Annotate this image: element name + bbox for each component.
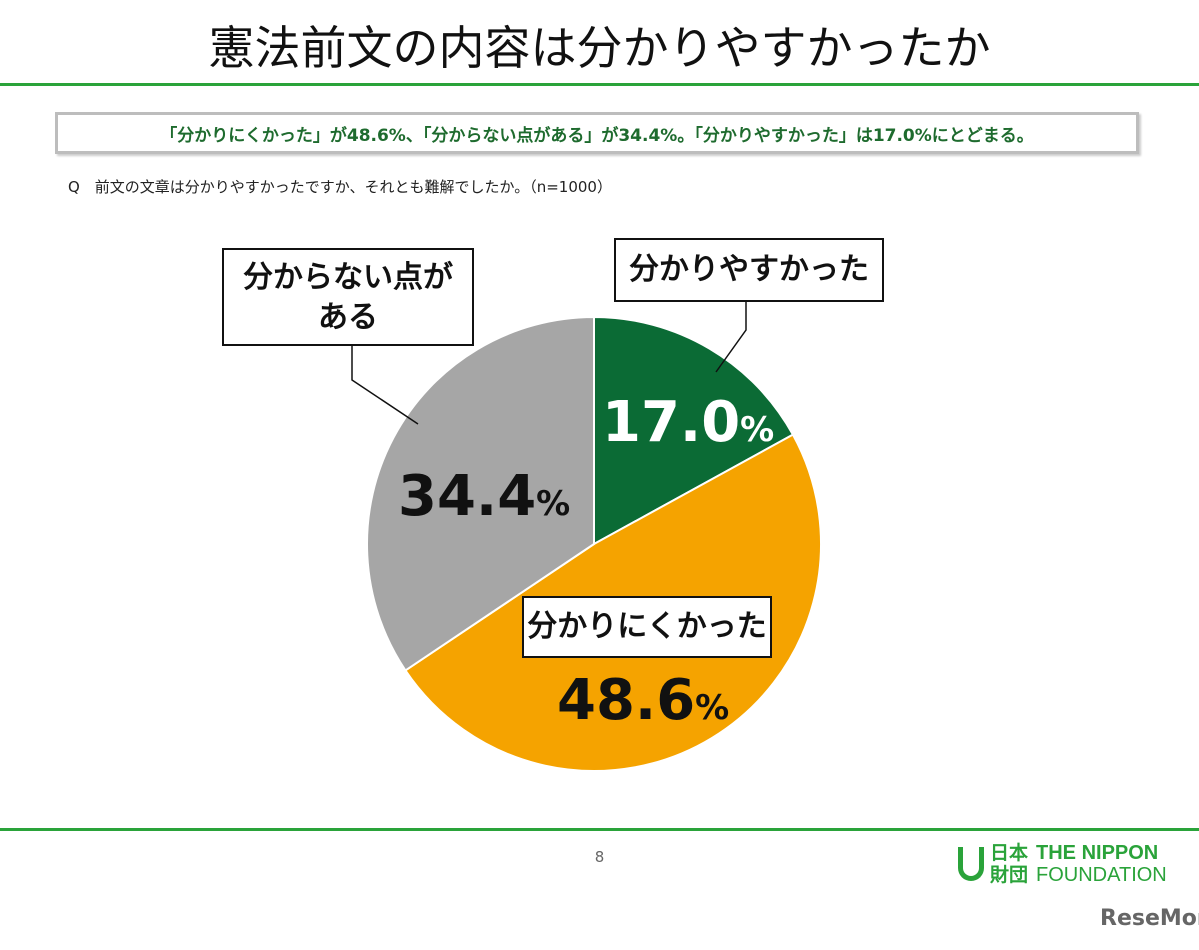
divider (0, 83, 1199, 86)
pct-label-hard: 48.6% (557, 668, 730, 733)
logo-face-icon (958, 847, 984, 881)
logo-en-2: FOUNDATION (1036, 864, 1167, 886)
callout-unclear: 分からない点が ある (222, 248, 474, 346)
pie-slice-0 (593, 315, 795, 546)
callout-easy: 分かりやすかった (614, 238, 884, 302)
page-number: 8 (594, 848, 605, 866)
watermark: ReseMom (1100, 906, 1199, 931)
leader-line-1 (351, 346, 419, 425)
summary-box: 「分かりにくかった」が48.6%、「分からない点がある」が34.4%。「分かりや… (55, 112, 1139, 154)
pct-label-easy: 17.0% (602, 390, 775, 455)
nippon-foundation-logo: 日本 財団 THE NIPPON FOUNDATION (958, 842, 1167, 886)
page-title: 憲法前文の内容は分かりやすかったか (208, 21, 991, 75)
pie-slice-2 (366, 315, 595, 672)
leader-line-0 (715, 302, 747, 373)
footer-divider (0, 828, 1199, 831)
question-text: Q 前文の文章は分かりやすかったですか、それとも難解でしたか。（n=1000） (68, 178, 612, 196)
logo-jp-2: 財団 (990, 864, 1029, 886)
logo-en-1: THE NIPPON (1036, 842, 1159, 864)
pct-label-unclear: 34.4% (398, 464, 571, 529)
callout-hard: 分かりにくかった (522, 596, 772, 658)
logo-jp-1: 日本 (990, 842, 1029, 864)
